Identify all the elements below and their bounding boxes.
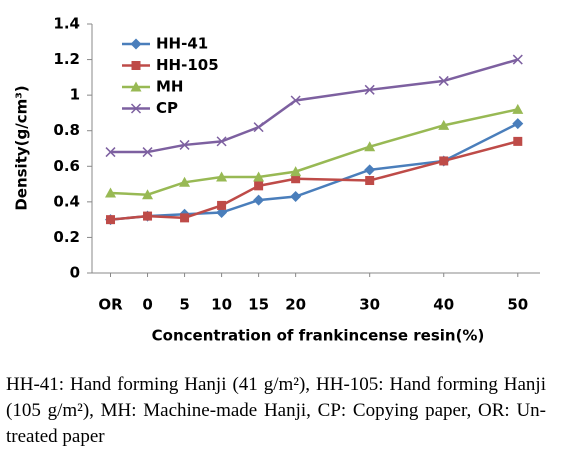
chart: Density(g/cm³) Concentration of frankinc…: [13, 15, 540, 345]
data-point: [364, 141, 376, 152]
series-line: [110, 122, 519, 221]
data-point: [290, 191, 302, 203]
data-point: [290, 95, 301, 106]
data-point: [253, 122, 264, 133]
data-point: [254, 181, 264, 191]
data-point: [439, 156, 449, 166]
y-axis-label: Density(g/cm³): [13, 85, 31, 210]
legend-label: HH-41: [156, 35, 208, 53]
data-point: [142, 189, 154, 200]
caption: HH-41: Hand forming Hanji (41 g/m²), HH-…: [6, 374, 546, 447]
x-tick-label: OR: [98, 296, 123, 314]
y-tick-label: 0.8: [53, 121, 80, 139]
legend-marker: [130, 81, 142, 92]
data-point: [253, 194, 265, 206]
legend-marker: [131, 61, 141, 70]
data-point: [180, 213, 190, 223]
data-point: [364, 84, 375, 95]
x-tick-label: 20: [285, 296, 306, 314]
data-point: [365, 176, 375, 186]
data-point: [179, 139, 190, 150]
data-point: [142, 147, 153, 158]
data-point: [513, 136, 523, 146]
data-point: [438, 75, 449, 86]
data-point: [291, 174, 301, 184]
x-tick-label: 40: [433, 296, 454, 314]
y-tick-label: 0.2: [53, 228, 80, 246]
data-point: [364, 164, 376, 176]
data-point: [217, 200, 227, 210]
x-tick-label: 50: [507, 296, 528, 314]
data-point: [106, 215, 116, 225]
y-tick-label: 0.6: [53, 157, 80, 175]
x-tick-label: 30: [359, 296, 380, 314]
y-tick-label: 1.4: [53, 15, 80, 33]
data-point: [143, 211, 153, 221]
series-line: [110, 108, 519, 197]
data-point: [253, 171, 265, 182]
x-tick-label: 10: [211, 296, 232, 314]
y-tick-label: 1.2: [53, 50, 80, 68]
data-point: [216, 171, 228, 182]
data-point: [512, 118, 524, 130]
x-tick-label: 0: [142, 296, 152, 314]
legend-label: CP: [156, 99, 178, 117]
data-point: [105, 147, 116, 158]
data-point: [512, 54, 523, 65]
data-point: [512, 103, 524, 114]
legend-marker: [130, 103, 142, 114]
y-tick-label: 1: [70, 86, 80, 104]
data-point: [216, 136, 227, 147]
data-point: [438, 119, 450, 130]
legend-marker: [130, 38, 142, 50]
y-tick-label: 0: [70, 264, 80, 282]
data-point: [290, 166, 302, 177]
x-tick-label: 15: [248, 296, 269, 314]
data-point: [179, 176, 191, 187]
legend-label: HH-105: [156, 56, 219, 74]
x-axis-label: Concentration of frankincense resin(%): [152, 327, 485, 345]
legend-label: MH: [156, 78, 183, 96]
x-tick-label: 5: [179, 296, 189, 314]
data-point: [105, 187, 117, 198]
y-tick-label: 0.4: [53, 192, 80, 210]
